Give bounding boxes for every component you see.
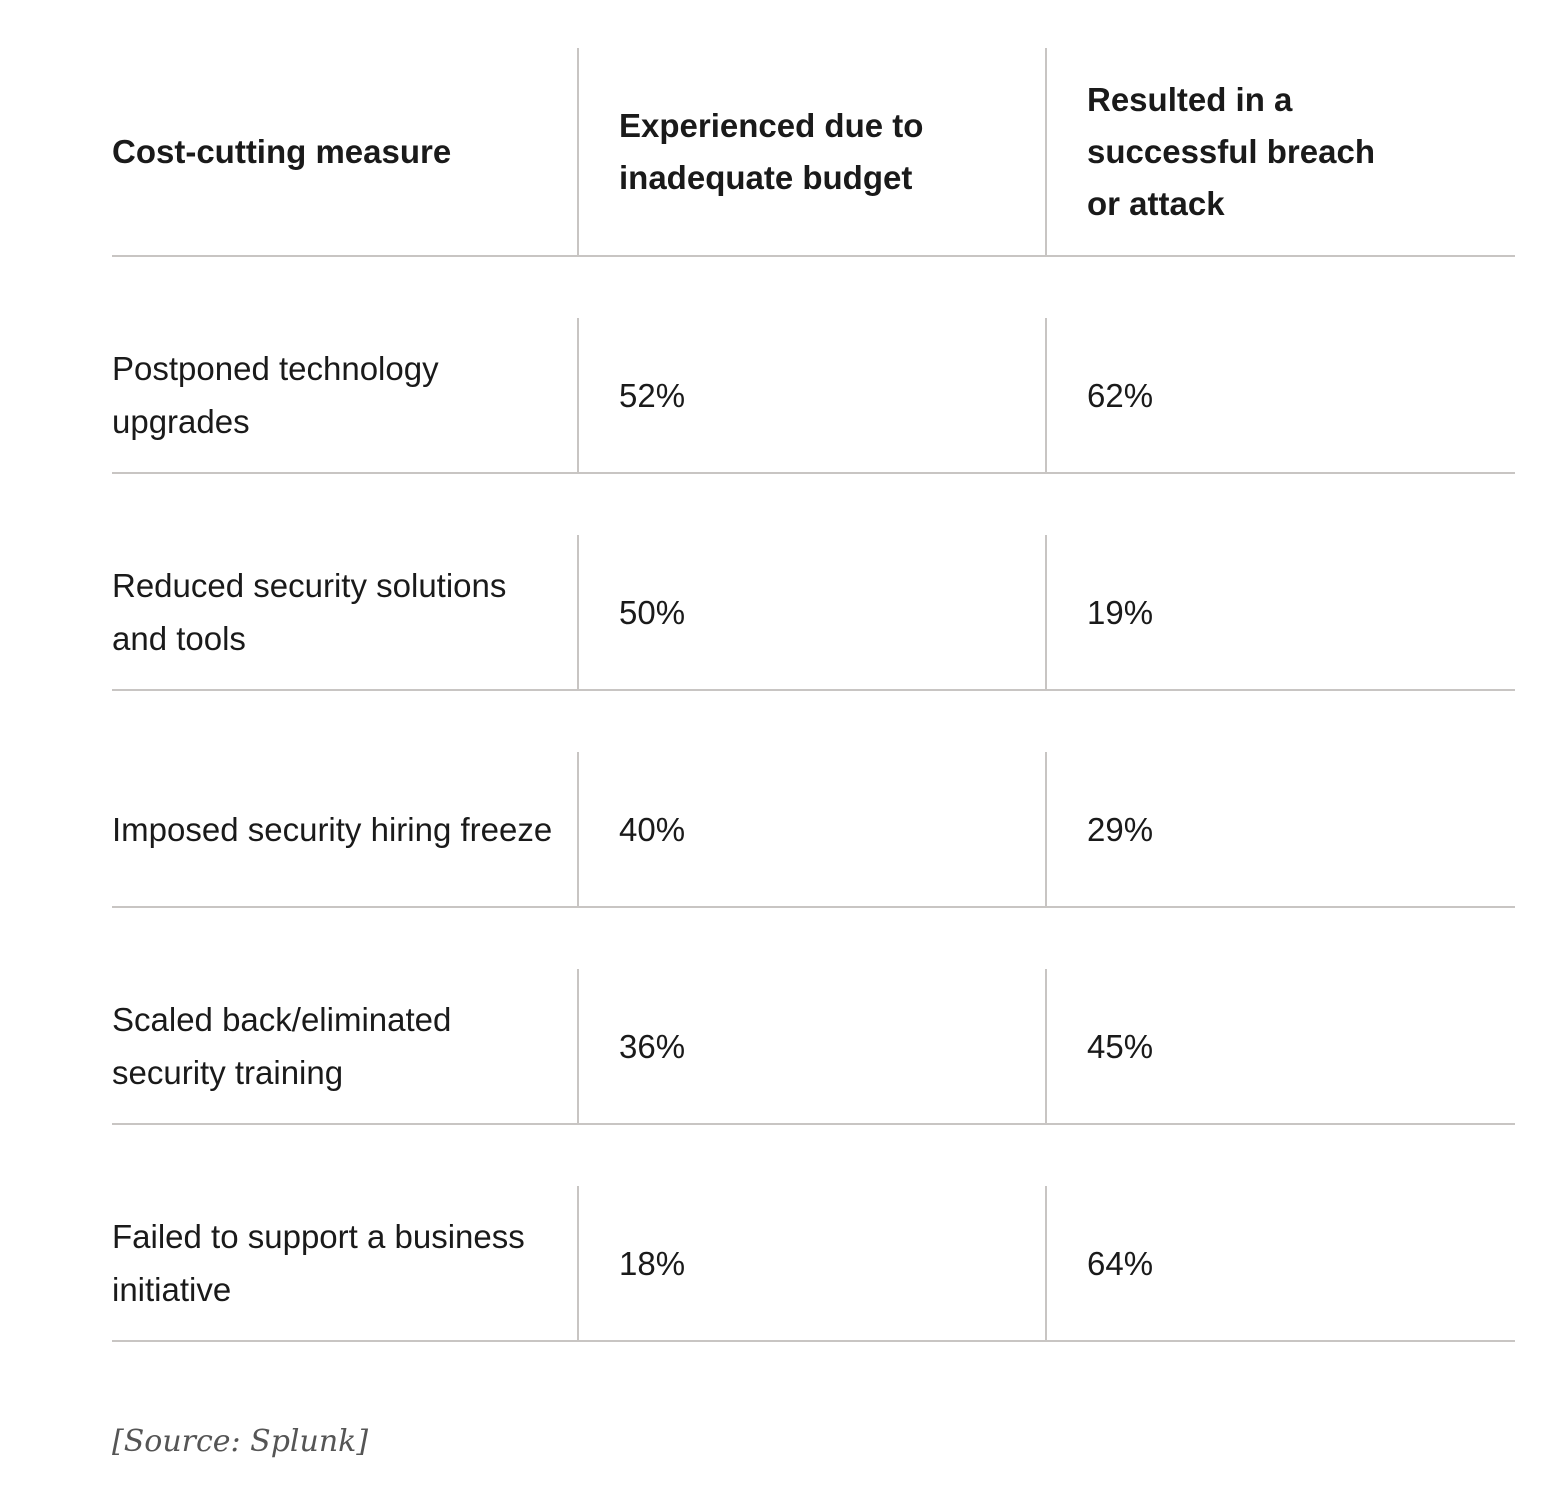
table-row: Reduced security solutions and tools 50%…: [112, 474, 1515, 691]
resulted-value: 45%: [1087, 1027, 1154, 1065]
header-cell-measure: Cost-cutting measure: [112, 48, 577, 255]
header-cell-experienced: Experienced due to inadequate budget: [577, 48, 1045, 255]
table-row: Postponed technology upgrades 52% 62%: [112, 257, 1515, 474]
measure-label: Scaled back/eliminated security training: [112, 1001, 452, 1091]
table-cell: 40%: [577, 691, 1045, 906]
table-header-row: Cost-cutting measure Experienced due to …: [112, 48, 1515, 257]
table-cell: 52%: [577, 257, 1045, 472]
table-cell: Scaled back/eliminated security training: [112, 908, 577, 1123]
header-label: Cost-cutting measure: [112, 132, 452, 170]
header-label: Experienced due to inadequate budget: [619, 106, 924, 196]
table-cell: Failed to support a business initiative: [112, 1125, 577, 1340]
header-label: Resulted in a successful breach or attac…: [1087, 80, 1375, 222]
experienced-value: 36%: [619, 1027, 686, 1065]
table-cell: 36%: [577, 908, 1045, 1123]
table-row: Failed to support a business initiative …: [112, 1125, 1515, 1342]
resulted-value: 64%: [1087, 1244, 1154, 1282]
table-cell: Postponed technology upgrades: [112, 257, 577, 472]
table-cell: 29%: [1045, 691, 1515, 906]
resulted-value: 19%: [1087, 593, 1154, 631]
experienced-value: 18%: [619, 1244, 686, 1282]
header-cell-resulted: Resulted in a successful breach or attac…: [1045, 48, 1515, 255]
source-caption: [Source: Splunk]: [112, 1424, 369, 1459]
table-cell: 18%: [577, 1125, 1045, 1340]
measure-label: Reduced security solutions and tools: [112, 567, 507, 657]
resulted-value: 62%: [1087, 376, 1154, 414]
table-row: Imposed security hiring freeze 40% 29%: [112, 691, 1515, 908]
data-table: Cost-cutting measure Experienced due to …: [112, 48, 1515, 1342]
resulted-value: 29%: [1087, 810, 1154, 848]
table-cell: Imposed security hiring freeze: [112, 691, 577, 906]
measure-label: Imposed security hiring freeze: [112, 810, 553, 848]
measure-label: Postponed technology upgrades: [112, 350, 439, 440]
experienced-value: 50%: [619, 593, 686, 631]
table-cell: 62%: [1045, 257, 1515, 472]
experienced-value: 52%: [619, 376, 686, 414]
table-cell: 64%: [1045, 1125, 1515, 1340]
table-row: Scaled back/eliminated security training…: [112, 908, 1515, 1125]
table-cell: 19%: [1045, 474, 1515, 689]
measure-label: Failed to support a business initiative: [112, 1218, 525, 1308]
experienced-value: 40%: [619, 810, 686, 848]
table-cell: 50%: [577, 474, 1045, 689]
table-cell: 45%: [1045, 908, 1515, 1123]
table-cell: Reduced security solutions and tools: [112, 474, 577, 689]
